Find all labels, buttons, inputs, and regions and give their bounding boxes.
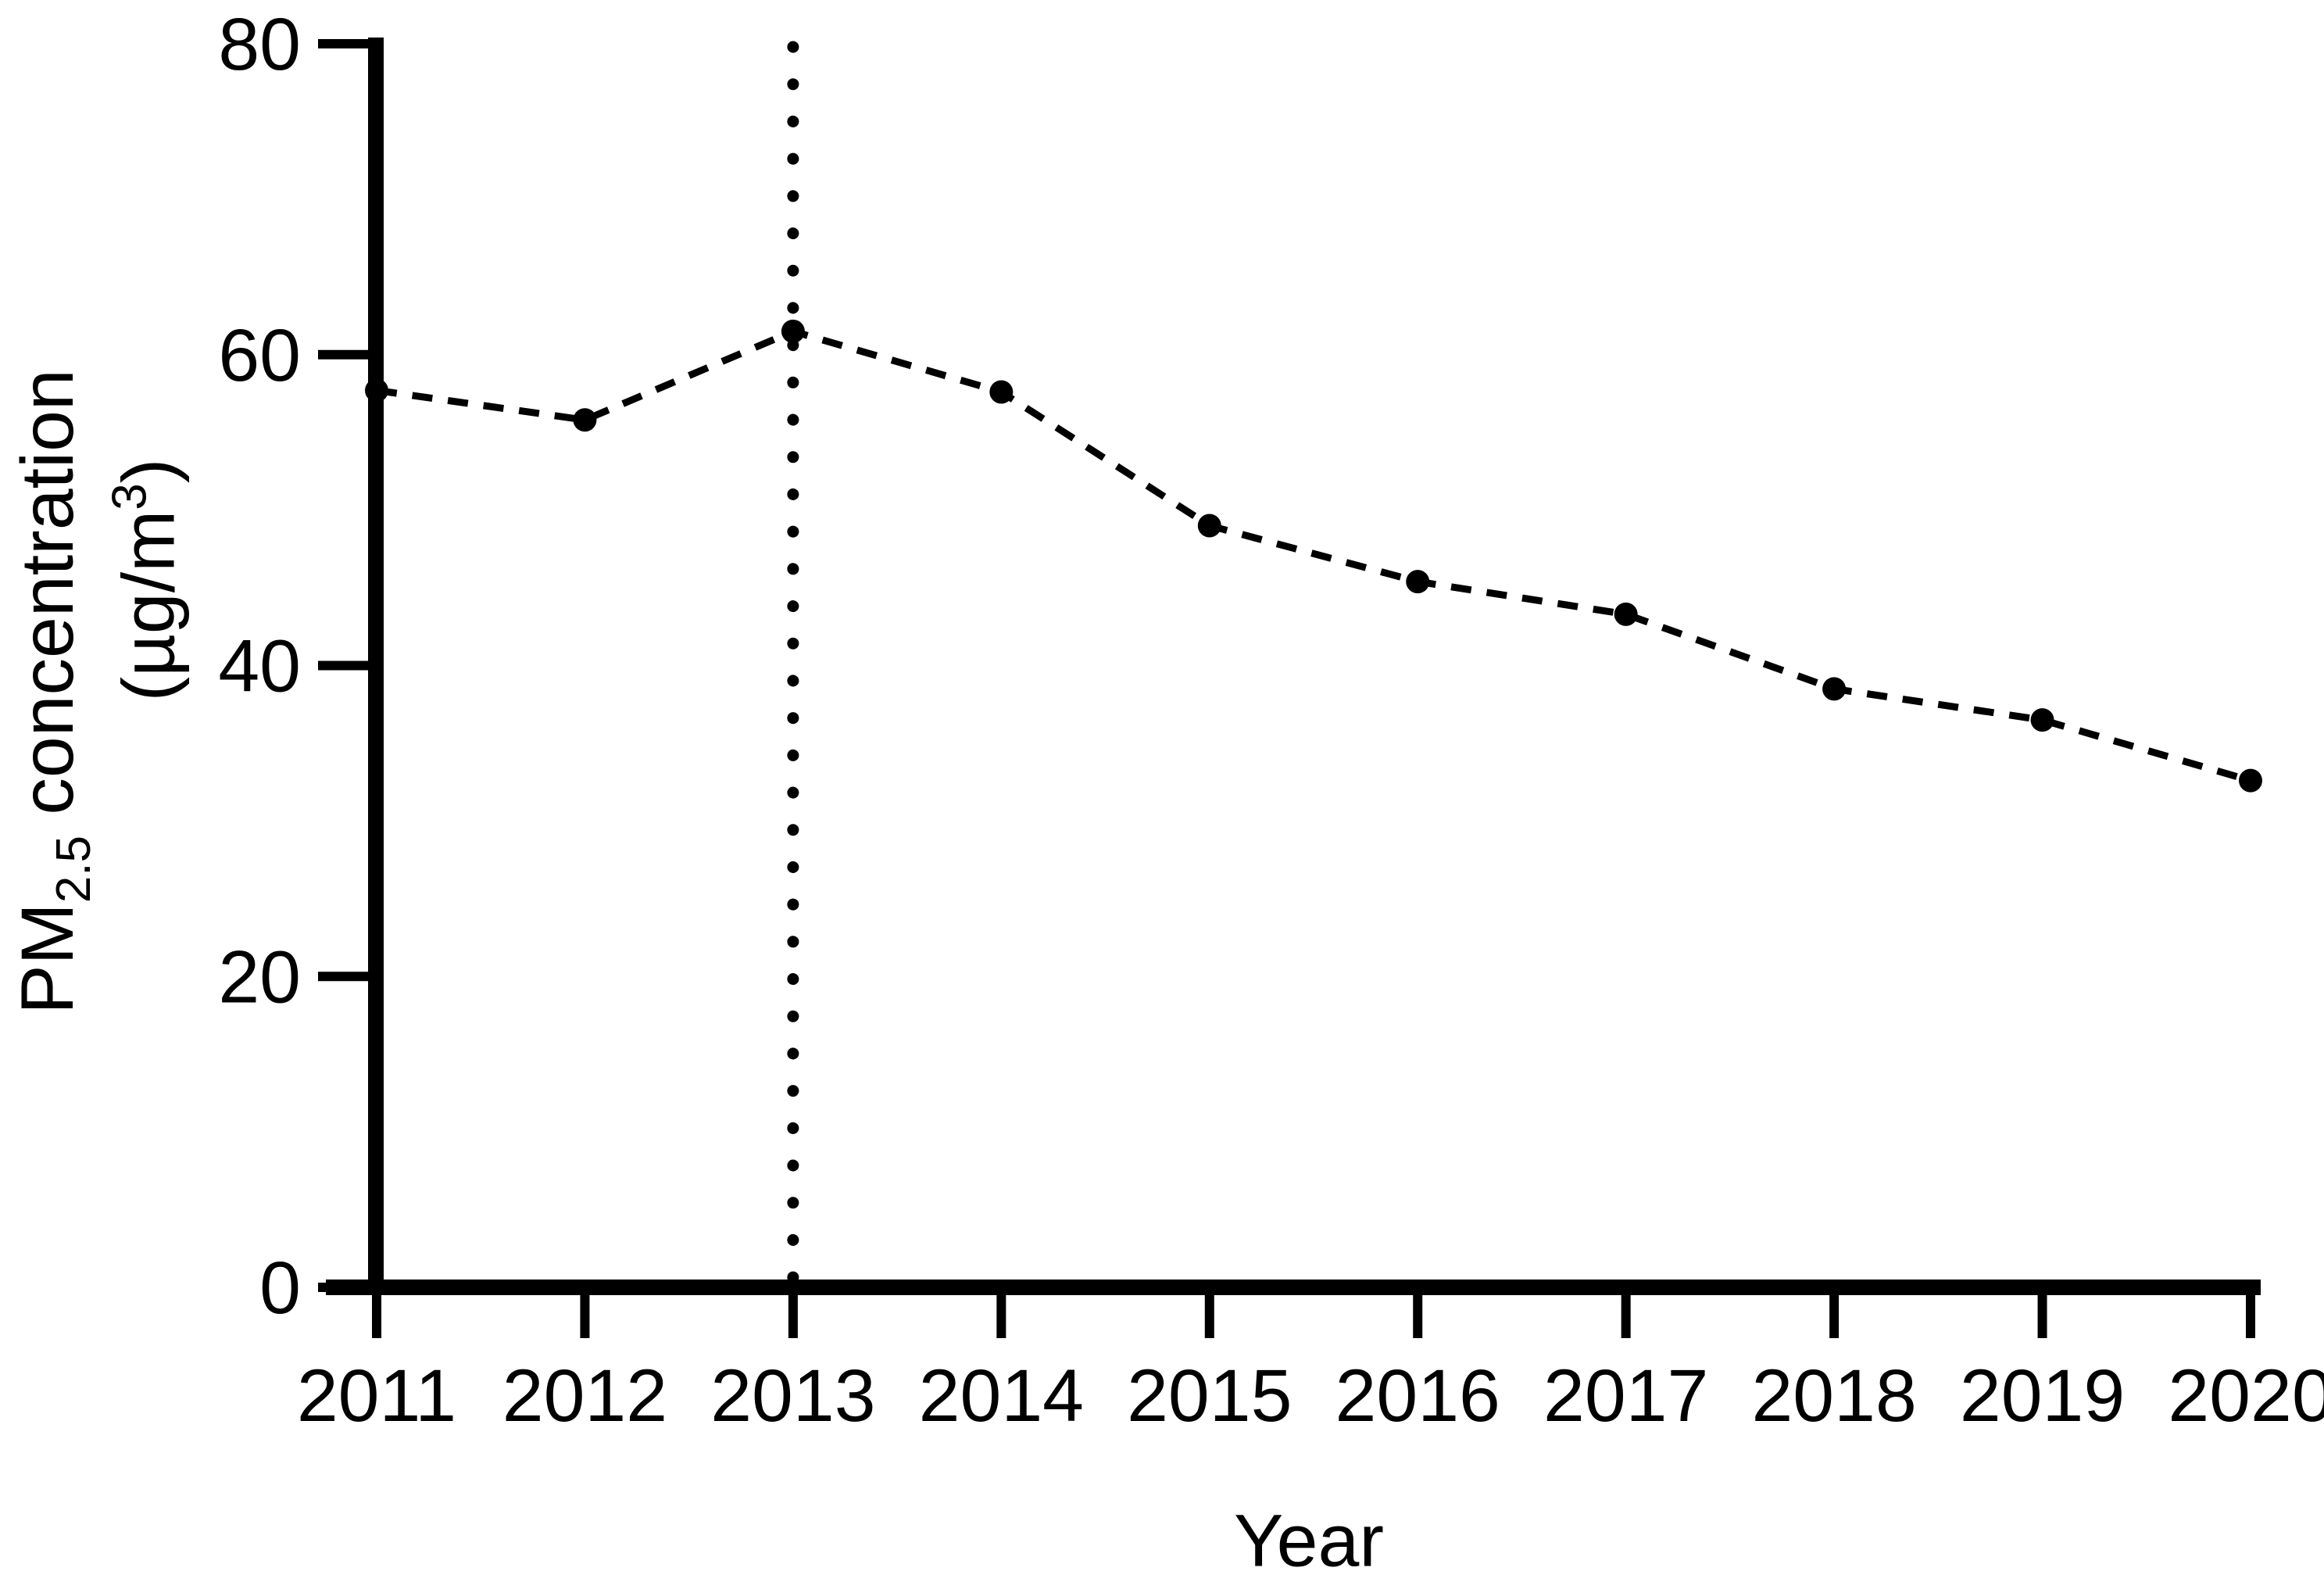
data-point-2019 (2030, 708, 2054, 732)
x-tick-label-2017: 2017 (1543, 1355, 1708, 1437)
y-axis-unit-label: (µg/m3) (102, 459, 191, 702)
data-point-2020 (2239, 768, 2262, 793)
x-tick-label-2019: 2019 (1960, 1355, 2125, 1437)
data-point-2018 (1822, 677, 1847, 701)
x-tick-label-2014: 2014 (919, 1355, 1084, 1437)
y-tick-label-60: 60 (218, 314, 301, 397)
data-point-2017 (1614, 602, 1638, 626)
y-axis-unit-prefix: (µg/m (107, 510, 191, 702)
x-tick-label-2016: 2016 (1335, 1355, 1500, 1437)
x-tick-label-2020: 2020 (2168, 1355, 2324, 1437)
data-point-2013 (781, 319, 805, 343)
x-tick-label-2011: 2011 (297, 1355, 456, 1437)
y-tick-label-80: 80 (218, 3, 301, 86)
x-tick-label-2012: 2012 (502, 1355, 667, 1437)
data-point-2016 (1406, 570, 1430, 594)
y-axis-title: PM2.5 concentration (6, 369, 101, 1014)
y-axis-title-subscript: 2.5 (47, 836, 101, 904)
x-tick-label-2015: 2015 (1127, 1355, 1292, 1437)
y-tick-label-0: 0 (259, 1247, 301, 1330)
y-tick-label-20: 20 (218, 936, 301, 1018)
data-point-2014 (989, 380, 1014, 404)
data-point-2011 (365, 378, 388, 403)
series-line-pm2.5-concentration (376, 327, 2252, 784)
y-axis-title-prefix: PM (6, 903, 89, 1015)
x-axis-title: Year (1234, 1499, 1384, 1582)
data-point-2012 (573, 408, 597, 432)
y-axis-unit-superscript: 3 (102, 483, 157, 510)
y-tick-label-40: 40 (218, 625, 301, 708)
x-tick-label-2018: 2018 (1751, 1355, 1916, 1437)
y-axis-unit-suffix: ) (107, 458, 191, 484)
x-tick-label-2013: 2013 (710, 1355, 875, 1437)
data-point-2015 (1197, 514, 1221, 538)
y-axis-title-suffix: concentration (6, 369, 89, 836)
